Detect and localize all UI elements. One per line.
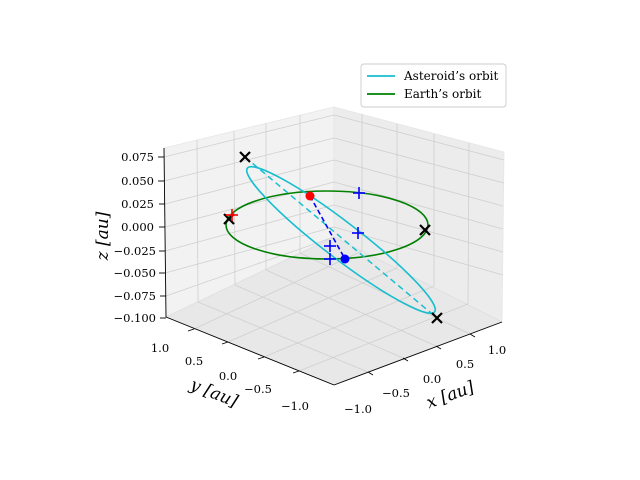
black-cross-marker [431, 312, 443, 324]
x-tick-label: 0.0 [423, 372, 441, 386]
black-cross-marker [239, 151, 251, 163]
z-tick-label: −0.075 [113, 289, 156, 303]
legend: Asteroid’s orbit Earth’s orbit [360, 63, 507, 108]
legend-asteroid-label: Asteroid’s orbit [403, 69, 498, 83]
z-tick-label: −0.050 [113, 266, 156, 280]
z-tick-label: 0.050 [121, 174, 154, 188]
z-tick-label: 0.025 [121, 197, 154, 211]
link-dashed-line [309, 195, 346, 260]
z-tick-label: 0.075 [121, 150, 154, 164]
y-tick-label: 0.5 [185, 354, 203, 368]
red-plus-marker [226, 209, 238, 221]
black-cross-markers [223, 151, 443, 324]
gridlines [163, 114, 505, 373]
asteroid-apsides-dashed-line [244, 156, 438, 319]
x-tick-label: 0.5 [456, 357, 474, 371]
black-cross-marker [419, 224, 431, 236]
z-tick-label: −0.100 [113, 311, 156, 325]
x-tick-label: −0.5 [382, 386, 410, 400]
blue-plus-marker [324, 240, 336, 252]
blue-dot-marker [340, 254, 350, 264]
axis-panes [163, 106, 505, 386]
legend-earth-label: Earth’s orbit [404, 87, 481, 101]
x-tick-label: 1.0 [488, 343, 506, 357]
blue-plus-marker [324, 253, 336, 265]
blue-plus-marker [353, 187, 365, 199]
legend-box [360, 63, 507, 108]
y-axis-ticks: 1.0 0.5 0.0 −0.5 −1.0 [151, 328, 309, 413]
y-tick-label: 0.0 [219, 369, 237, 383]
z-tick-label: 0.000 [121, 220, 154, 234]
z-axis-ticks: 0.075 0.050 0.025 0.000 −0.025 −0.050 −0… [113, 150, 166, 325]
y-tick-label: −1.0 [281, 399, 309, 413]
axis-lines [163, 147, 503, 386]
x-tick-label: −1.0 [344, 402, 372, 416]
red-dot-marker [305, 191, 315, 201]
blue-plus-marker [352, 227, 364, 239]
z-axis-label: z [au] [93, 211, 113, 261]
z-tick-label: −0.025 [113, 244, 156, 258]
x-axis-ticks: −1.0 −0.5 0.0 0.5 1.0 [344, 333, 506, 416]
y-tick-label: 1.0 [151, 341, 169, 355]
blue-plus-markers [324, 187, 365, 265]
y-tick-label: −0.5 [244, 382, 272, 396]
